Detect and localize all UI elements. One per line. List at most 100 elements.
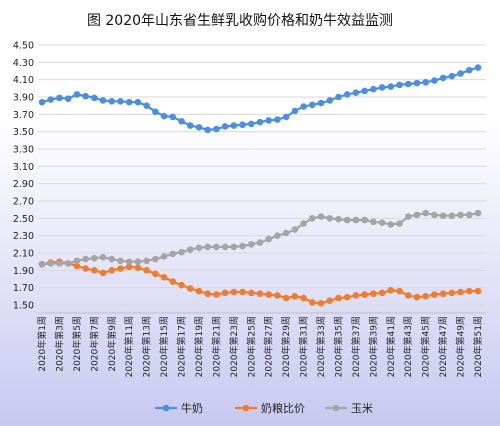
- data-point: [474, 209, 482, 217]
- y-axis-ticks: 1.50 1.70 1.90 2.10 2.30 2.50 2.70 2.90 3.10 3.30…: [13, 41, 34, 312]
- data-point: [396, 220, 403, 227]
- x-tick-label: 2020年第1周: [36, 316, 48, 372]
- legend-swatch-marker: [242, 404, 250, 412]
- y-tick-label: 4.50: [13, 41, 34, 52]
- x-tick-label: 2020年第13周: [141, 316, 153, 377]
- data-point: [265, 235, 273, 243]
- data-point: [169, 278, 177, 285]
- data-point: [195, 124, 203, 131]
- x-tick-label: 2020年第45周: [420, 316, 432, 377]
- data-point: [274, 232, 281, 239]
- data-point: [448, 212, 456, 220]
- data-point: [387, 83, 395, 90]
- legend-swatch-marker: [332, 404, 340, 412]
- x-tick-label: 2020年第25周: [245, 316, 257, 377]
- data-point: [169, 250, 177, 258]
- y-tick-label: 1.70: [13, 283, 34, 294]
- legend-item[interactable]: 牛奶: [155, 401, 203, 415]
- data-point: [326, 297, 334, 304]
- data-point: [413, 293, 421, 301]
- data-point: [204, 290, 211, 298]
- data-point: [474, 64, 482, 71]
- data-point: [457, 70, 464, 77]
- x-tick-label: 2020年第7周: [88, 316, 100, 372]
- data-point: [143, 267, 150, 274]
- data-point: [73, 257, 81, 265]
- data-point: [326, 97, 334, 104]
- data-point: [152, 255, 159, 263]
- data-point: [221, 123, 229, 130]
- data-point: [404, 213, 412, 220]
- data-point: [247, 120, 255, 128]
- data-point: [352, 89, 360, 96]
- legend-item[interactable]: 奶粮比价: [235, 401, 305, 415]
- x-tick-label: 2020年第17周: [176, 316, 188, 377]
- data-point: [256, 239, 264, 246]
- data-point: [56, 94, 63, 102]
- data-point: [439, 212, 447, 220]
- x-tick-label: 2020年第49周: [455, 316, 467, 377]
- data-point: [239, 121, 246, 129]
- data-point: [247, 289, 255, 297]
- x-tick-label: 2020年第51周: [472, 316, 484, 377]
- y-tick-label: 2.50: [13, 214, 34, 225]
- legend-label: 玉米: [351, 402, 373, 415]
- data-point: [38, 98, 46, 106]
- data-point: [256, 290, 264, 298]
- legend-item[interactable]: 玉米: [325, 402, 373, 415]
- y-tick-label: 2.30: [13, 231, 34, 242]
- data-point: [309, 101, 316, 109]
- data-point: [73, 91, 81, 98]
- data-point: [143, 102, 150, 109]
- x-tick-label: 2020年第31周: [298, 316, 310, 377]
- x-axis-ticks: 2020年第1周 2020年第3周 2020年第5周 2020年第7周 2020年第9周…: [36, 316, 484, 377]
- data-point: [99, 97, 107, 104]
- data-point: [143, 257, 150, 265]
- x-tick-label: 2020年第37周: [350, 316, 362, 377]
- legend-label: 奶粮比价: [261, 401, 305, 415]
- data-point: [82, 265, 89, 272]
- data-point: [256, 118, 264, 126]
- y-tick-label: 4.30: [13, 58, 34, 69]
- data-point: [439, 290, 447, 298]
- data-point: [465, 66, 473, 74]
- data-point: [265, 117, 273, 124]
- data-point: [117, 257, 124, 265]
- data-point: [160, 112, 168, 120]
- x-tick-label: 2020年第19周: [193, 316, 205, 377]
- data-point: [431, 211, 438, 219]
- data-point: [282, 229, 290, 237]
- data-point: [317, 213, 325, 220]
- data-point: [309, 215, 316, 222]
- data-point: [213, 291, 220, 298]
- data-point: [239, 288, 246, 296]
- y-tick-label: 1.90: [13, 266, 34, 277]
- data-point: [474, 287, 482, 295]
- data-point: [73, 262, 81, 270]
- data-point: [439, 74, 447, 82]
- y-tick-label: 2.10: [13, 249, 34, 260]
- data-point: [213, 125, 220, 133]
- x-tick-label: 2020年第9周: [106, 316, 118, 372]
- data-point: [422, 293, 429, 300]
- data-point: [343, 293, 351, 301]
- legend[interactable]: 牛奶 奶粮比价 玉米: [155, 401, 373, 415]
- data-point: [64, 95, 72, 103]
- legend-label: 牛奶: [181, 401, 203, 415]
- data-point: [352, 216, 360, 224]
- data-point: [335, 215, 342, 223]
- data-point: [108, 255, 116, 263]
- data-point: [152, 270, 159, 278]
- data-point: [274, 116, 281, 123]
- data-point: [335, 93, 342, 101]
- data-point: [300, 103, 307, 110]
- data-point: [378, 289, 386, 297]
- data-point: [117, 265, 124, 272]
- y-tick-label: 3.70: [13, 110, 34, 121]
- data-point: [178, 281, 185, 289]
- x-tick-label: 2020年第39周: [367, 316, 379, 377]
- series-3: [38, 209, 482, 268]
- data-point: [108, 267, 116, 274]
- data-point: [230, 243, 238, 251]
- data-point: [291, 226, 299, 233]
